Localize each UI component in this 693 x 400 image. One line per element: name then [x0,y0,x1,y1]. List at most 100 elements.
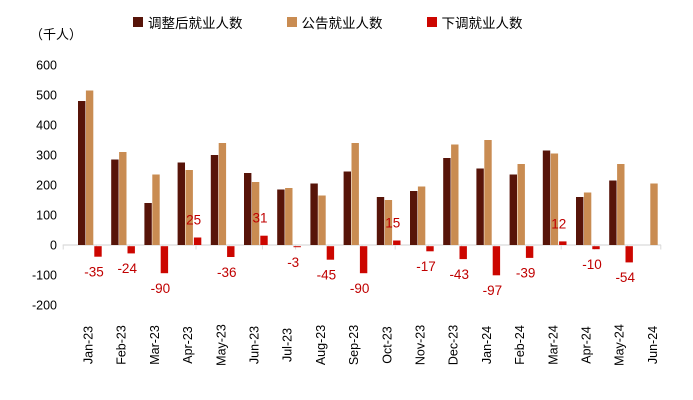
value-label-Mar-23: -90 [151,281,171,296]
value-label-Mar-24: 12 [551,216,566,231]
value-label-Aug-23: -45 [317,268,337,283]
legend-item-adjusted: 调整后就业人数 [133,12,243,32]
bar-announced-Oct-23 [384,200,393,245]
bar-revision-Jan-23 [94,246,102,257]
bar-announced-May-23 [218,143,227,245]
x-axis-tick [195,245,197,250]
legend-marker-adjusted-icon [133,17,143,27]
x-tick-label-Sep-23: Sep-23 [347,325,361,365]
bar-revision-Mar-23 [160,246,169,274]
x-tick-label-May-23: May-23 [214,324,228,366]
bar-adjusted-Jan-24 [476,168,484,245]
x-tick-label-Oct-23: Oct-23 [380,326,394,364]
bar-revision-Feb-23 [127,246,135,254]
bar-revision-Mar-24 [559,241,567,245]
x-tick-label-Nov-23: Nov-23 [414,325,428,365]
y-tick-label: 600 [36,59,57,73]
bar-announced-Sep-23 [351,143,359,245]
x-tick-label-Jul-23: Jul-23 [281,328,295,362]
bar-announced-Jan-23 [85,90,94,245]
x-tick-label-Jan-23: Jan-23 [82,326,96,364]
y-tick-label: 0 [50,239,57,253]
bar-adjusted-Feb-23 [111,159,119,245]
y-axis-unit-label: （千人） [30,27,83,42]
x-tick-label-Aug-23: Aug-23 [314,325,328,365]
x-tick-label-Feb-23: Feb-23 [115,325,129,365]
bar-revision-Apr-24 [592,246,600,250]
bar-adjusted-Dec-23 [443,158,451,245]
bar-announced-Feb-24 [517,164,525,245]
value-label-May-24: -54 [615,270,635,285]
legend-item-announced: 公告就业人数 [286,12,383,32]
bar-announced-Jun-24 [650,183,658,245]
value-label-Jun-23: 31 [252,211,267,226]
y-tick-label: 400 [36,119,57,133]
y-tick-label: 200 [36,179,57,193]
y-tick-label: -200 [32,299,57,313]
x-tick-label-Dec-23: Dec-23 [447,325,461,365]
bar-announced-May-24 [617,164,625,245]
bar-revision-Feb-24 [525,246,534,258]
x-tick-label-Mar-24: Mar-24 [546,325,560,365]
legend-marker-revision-icon [426,17,437,27]
value-label-Apr-24: -10 [582,257,602,272]
bar-announced-Mar-24 [550,153,559,245]
bar-announced-Mar-23 [152,174,160,245]
bar-announced-Jan-24 [484,140,492,245]
bar-adjusted-Apr-23 [177,162,185,245]
bar-revision-Aug-23 [326,246,335,260]
bar-adjusted-Jun-23 [244,173,252,245]
x-tick-label-Jun-23: Jun-23 [248,326,262,364]
legend-marker-announced-icon [286,17,297,27]
bar-revision-Dec-23 [459,246,467,260]
bar-adjusted-Jul-23 [277,189,285,245]
bar-adjusted-Aug-23 [310,183,318,245]
value-label-May-23: -36 [217,265,237,280]
bar-announced-Aug-23 [318,195,326,245]
x-axis-tick [62,245,64,250]
bar-adjusted-Mar-23 [144,203,152,245]
y-tick-label: -100 [32,269,57,283]
legend-label-revision: 下调就业人数 [441,16,523,31]
bar-revision-Nov-23 [426,246,434,252]
bar-adjusted-May-24 [609,180,617,245]
x-tick-label-Mar-23: Mar-23 [148,325,162,365]
bar-adjusted-Sep-23 [343,171,351,245]
bar-adjusted-Feb-24 [509,174,517,245]
x-axis-tick [295,245,297,250]
bar-announced-Apr-24 [583,192,592,245]
y-tick-label: 300 [36,149,57,163]
x-tick-label-Jan-24: Jan-24 [480,326,494,364]
bar-adjusted-Jan-23 [78,101,86,245]
bar-announced-Apr-23 [185,170,193,245]
bar-revision-Jan-24 [492,246,501,276]
bar-adjusted-Oct-23 [376,197,385,245]
bar-announced-Nov-23 [417,186,426,245]
bar-revision-May-23 [227,246,235,257]
x-tick-label-Feb-24: Feb-24 [513,325,527,365]
legend-item-revision: 下调就业人数 [426,12,523,32]
bar-revision-Oct-23 [393,240,401,245]
value-label-Jan-23: -35 [84,265,104,280]
bar-announced-Dec-23 [451,144,459,245]
legend: 调整后就业人数 公告就业人数 下调就业人数 [133,12,523,32]
y-tick-label: 500 [36,89,57,103]
bar-adjusted-Apr-24 [576,197,584,245]
x-tick-label-May-24: May-24 [613,324,627,366]
legend-label-announced: 公告就业人数 [301,16,383,31]
bar-revision-Jun-23 [260,235,268,245]
x-axis-tick [660,245,662,250]
bar-adjusted-Nov-23 [410,191,418,245]
legend-label-adjusted: 调整后就业人数 [148,16,243,31]
bar-revision-May-24 [625,246,633,263]
x-tick-label-Apr-24: Apr-24 [580,326,594,364]
y-tick-label: 100 [36,209,57,223]
value-label-Nov-23: -17 [416,259,436,274]
value-label-Oct-23: 15 [385,216,400,231]
x-axis-tick [261,245,263,250]
value-label-Jan-24: -97 [483,283,503,298]
bar-adjusted-Mar-24 [542,150,551,245]
bar-revision-Sep-23 [359,246,368,274]
